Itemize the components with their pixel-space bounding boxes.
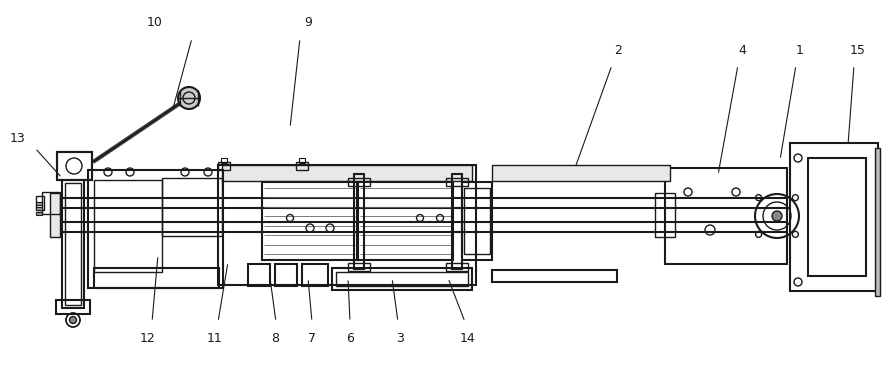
Text: 6: 6 xyxy=(346,332,354,345)
Text: 11: 11 xyxy=(208,332,223,345)
Bar xyxy=(262,182,357,260)
Circle shape xyxy=(772,211,782,221)
Bar xyxy=(492,165,670,181)
Bar xyxy=(336,272,468,286)
Circle shape xyxy=(70,316,77,324)
Bar xyxy=(655,193,675,237)
Bar xyxy=(218,165,476,285)
Bar xyxy=(446,178,468,186)
Text: 8: 8 xyxy=(271,332,279,345)
Bar xyxy=(462,182,492,260)
Bar xyxy=(296,162,308,170)
Bar xyxy=(452,174,462,269)
Bar xyxy=(332,268,472,290)
Text: 9: 9 xyxy=(304,16,312,29)
Bar xyxy=(94,268,219,288)
Bar xyxy=(221,158,227,163)
Bar xyxy=(464,188,490,254)
Text: 3: 3 xyxy=(396,332,404,345)
Bar xyxy=(248,264,270,286)
Bar xyxy=(36,196,44,210)
Text: 12: 12 xyxy=(140,332,156,345)
Bar xyxy=(57,152,92,180)
Bar xyxy=(358,182,453,260)
Bar xyxy=(56,300,90,314)
Text: 7: 7 xyxy=(308,332,316,345)
Bar xyxy=(302,264,328,286)
Bar xyxy=(42,192,60,214)
Bar xyxy=(299,158,305,163)
Bar xyxy=(492,270,617,282)
Text: 15: 15 xyxy=(850,43,866,56)
Text: 1: 1 xyxy=(796,43,804,56)
Bar xyxy=(65,183,81,305)
Bar xyxy=(50,193,60,237)
Bar xyxy=(62,180,84,308)
Text: 4: 4 xyxy=(738,43,746,56)
Bar xyxy=(808,158,866,276)
Bar xyxy=(57,152,92,180)
Text: 10: 10 xyxy=(147,16,163,29)
Bar xyxy=(218,162,230,170)
Bar xyxy=(222,165,472,181)
Bar xyxy=(348,263,370,271)
Bar xyxy=(275,264,297,286)
Bar xyxy=(88,170,223,288)
Text: 13: 13 xyxy=(10,131,26,144)
Text: 14: 14 xyxy=(460,332,476,345)
Bar xyxy=(665,168,787,264)
Circle shape xyxy=(178,87,200,109)
Bar xyxy=(94,180,162,272)
Bar xyxy=(348,178,370,186)
Bar xyxy=(162,178,222,236)
Bar xyxy=(790,143,878,291)
Bar xyxy=(36,207,42,210)
Bar xyxy=(36,212,42,215)
Text: 2: 2 xyxy=(614,43,622,56)
Bar xyxy=(446,263,468,271)
Bar xyxy=(875,148,880,296)
Bar xyxy=(354,174,364,269)
Bar xyxy=(36,202,42,205)
